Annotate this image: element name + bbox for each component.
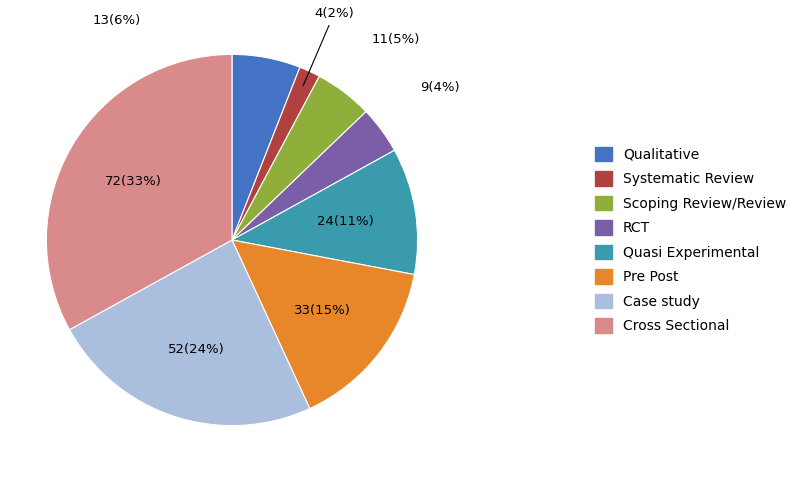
Text: 4(2%): 4(2%) [303, 7, 354, 86]
Text: 72(33%): 72(33%) [105, 175, 162, 188]
Wedge shape [232, 150, 418, 275]
Wedge shape [232, 112, 394, 240]
Text: 52(24%): 52(24%) [168, 343, 225, 356]
Wedge shape [70, 240, 310, 426]
Text: 24(11%): 24(11%) [318, 216, 374, 228]
Text: 13(6%): 13(6%) [93, 14, 141, 27]
Wedge shape [232, 240, 414, 408]
Text: 9(4%): 9(4%) [420, 81, 460, 94]
Text: 33(15%): 33(15%) [294, 304, 351, 317]
Wedge shape [232, 54, 300, 240]
Text: 11(5%): 11(5%) [371, 33, 419, 46]
Wedge shape [232, 76, 366, 240]
Legend: Qualitative, Systematic Review, Scoping Review/Review, RCT, Quasi Experimental, : Qualitative, Systematic Review, Scoping … [588, 140, 793, 340]
Wedge shape [232, 67, 319, 240]
Wedge shape [46, 54, 232, 330]
